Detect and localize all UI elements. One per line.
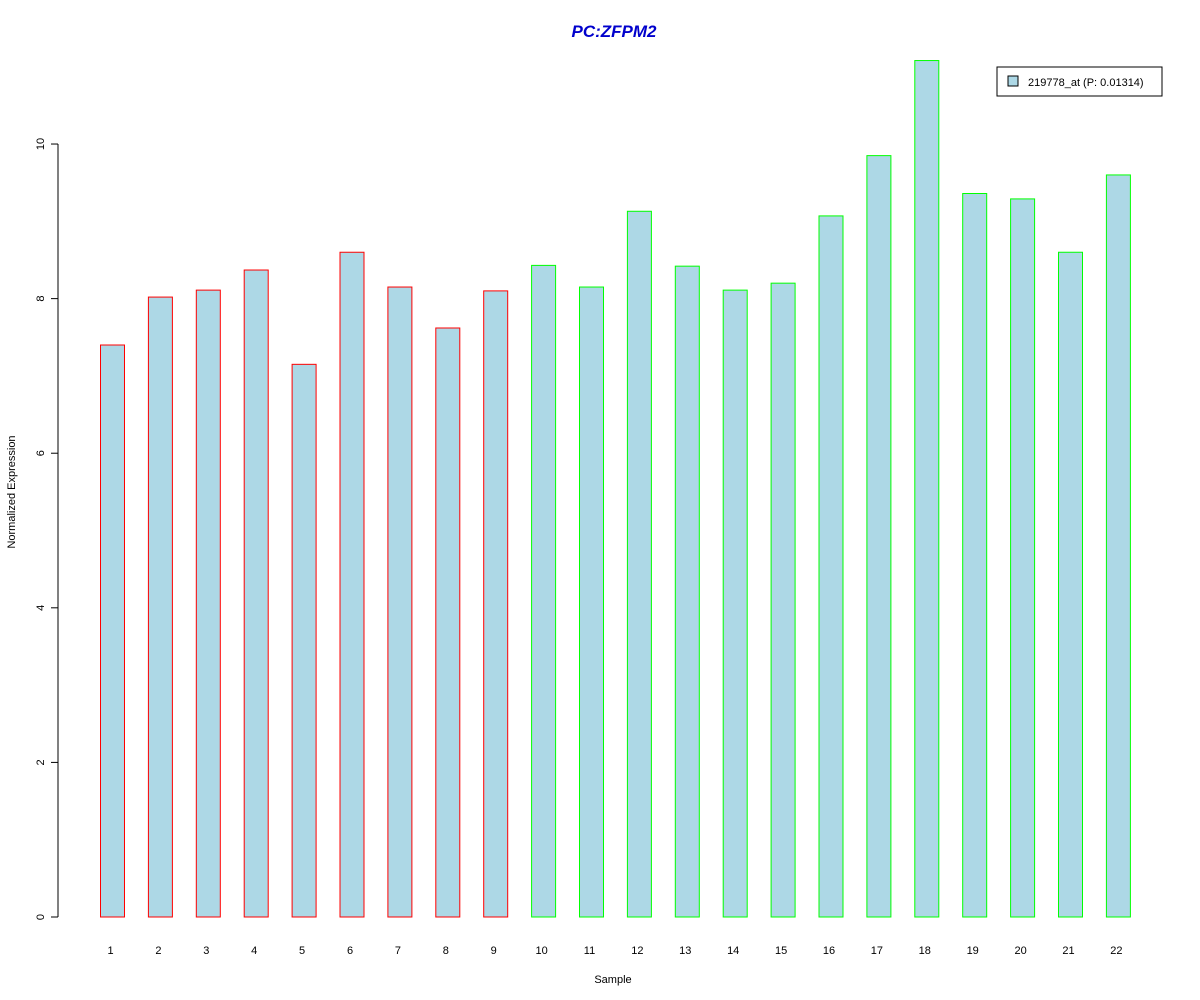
bar-sample-9 — [483, 290, 509, 918]
x-tick-label: 4 — [251, 945, 257, 957]
y-tick-label: 0 — [35, 914, 47, 920]
x-tick-label: 9 — [491, 945, 497, 957]
legend: 219778_at (P: 0.01314) — [996, 66, 1163, 97]
bar-sample-17 — [866, 155, 892, 918]
x-tick-label: 12 — [631, 945, 643, 957]
x-tick-label: 1 — [107, 945, 113, 957]
bar-sample-4 — [243, 269, 269, 918]
x-tick-label: 13 — [679, 945, 691, 957]
bar-sample-21 — [1058, 251, 1083, 918]
x-tick-label: 8 — [443, 945, 449, 957]
bar-sample-5 — [291, 363, 317, 918]
bar-sample-15 — [770, 282, 796, 918]
y-axis: 0 2 4 6 8 10 — [35, 138, 59, 920]
x-axis-label: Sample — [594, 974, 631, 986]
x-tick-label: 5 — [299, 945, 305, 957]
x-tick-label: 22 — [1110, 945, 1122, 957]
x-tick-label: 10 — [535, 945, 547, 957]
bar-sample-22 — [1105, 174, 1131, 918]
bar-sample-7 — [387, 286, 413, 918]
x-tick-label: 20 — [1014, 945, 1026, 957]
x-tick-label: 7 — [395, 945, 401, 957]
bar-sample-8 — [435, 327, 461, 918]
bar-sample-18 — [914, 60, 940, 918]
y-axis-label: Normalized Expression — [6, 435, 18, 548]
bar-sample-14 — [722, 289, 748, 918]
x-tick-label: 16 — [823, 945, 835, 957]
x-tick-label: 14 — [727, 945, 739, 957]
bar-sample-12 — [626, 210, 652, 918]
bar-sample-3 — [195, 289, 221, 918]
legend-box — [996, 66, 1163, 97]
bars-group — [100, 60, 1131, 918]
y-tick-label: 10 — [35, 138, 47, 150]
chart-title: PC:ZFPM2 — [572, 22, 658, 41]
x-tick-label: 19 — [967, 945, 979, 957]
bar-sample-10 — [531, 264, 557, 918]
x-tick-label: 3 — [203, 945, 209, 957]
x-tick-label: 2 — [155, 945, 161, 957]
y-tick-label: 6 — [35, 450, 47, 456]
x-tick-label: 18 — [919, 945, 931, 957]
bar-sample-20 — [1010, 198, 1036, 918]
legend-label: 219778_at (P: 0.01314) — [1028, 77, 1144, 89]
x-tick-label: 17 — [871, 945, 883, 957]
x-tick-label: 21 — [1062, 945, 1074, 957]
bar-sample-2 — [147, 296, 173, 918]
bar-sample-13 — [674, 265, 700, 918]
legend-swatch — [1007, 75, 1019, 87]
bar-sample-16 — [818, 215, 844, 918]
bar-sample-19 — [962, 192, 988, 918]
y-tick-label: 8 — [35, 296, 47, 302]
bar-sample-1 — [100, 344, 125, 918]
x-tick-label: 6 — [347, 945, 353, 957]
y-tick-label: 2 — [35, 759, 47, 765]
bar-sample-11 — [579, 286, 604, 918]
x-tick-label: 15 — [775, 945, 787, 957]
y-tick-label: 4 — [35, 605, 47, 611]
bar-sample-6 — [339, 251, 365, 918]
x-tick-labels: 1 2 3 4 5 6 7 8 9 10 11 12 13 14 15 16 17 18 19 20 21 22 — [107, 945, 1122, 957]
x-tick-label: 11 — [584, 945, 595, 957]
